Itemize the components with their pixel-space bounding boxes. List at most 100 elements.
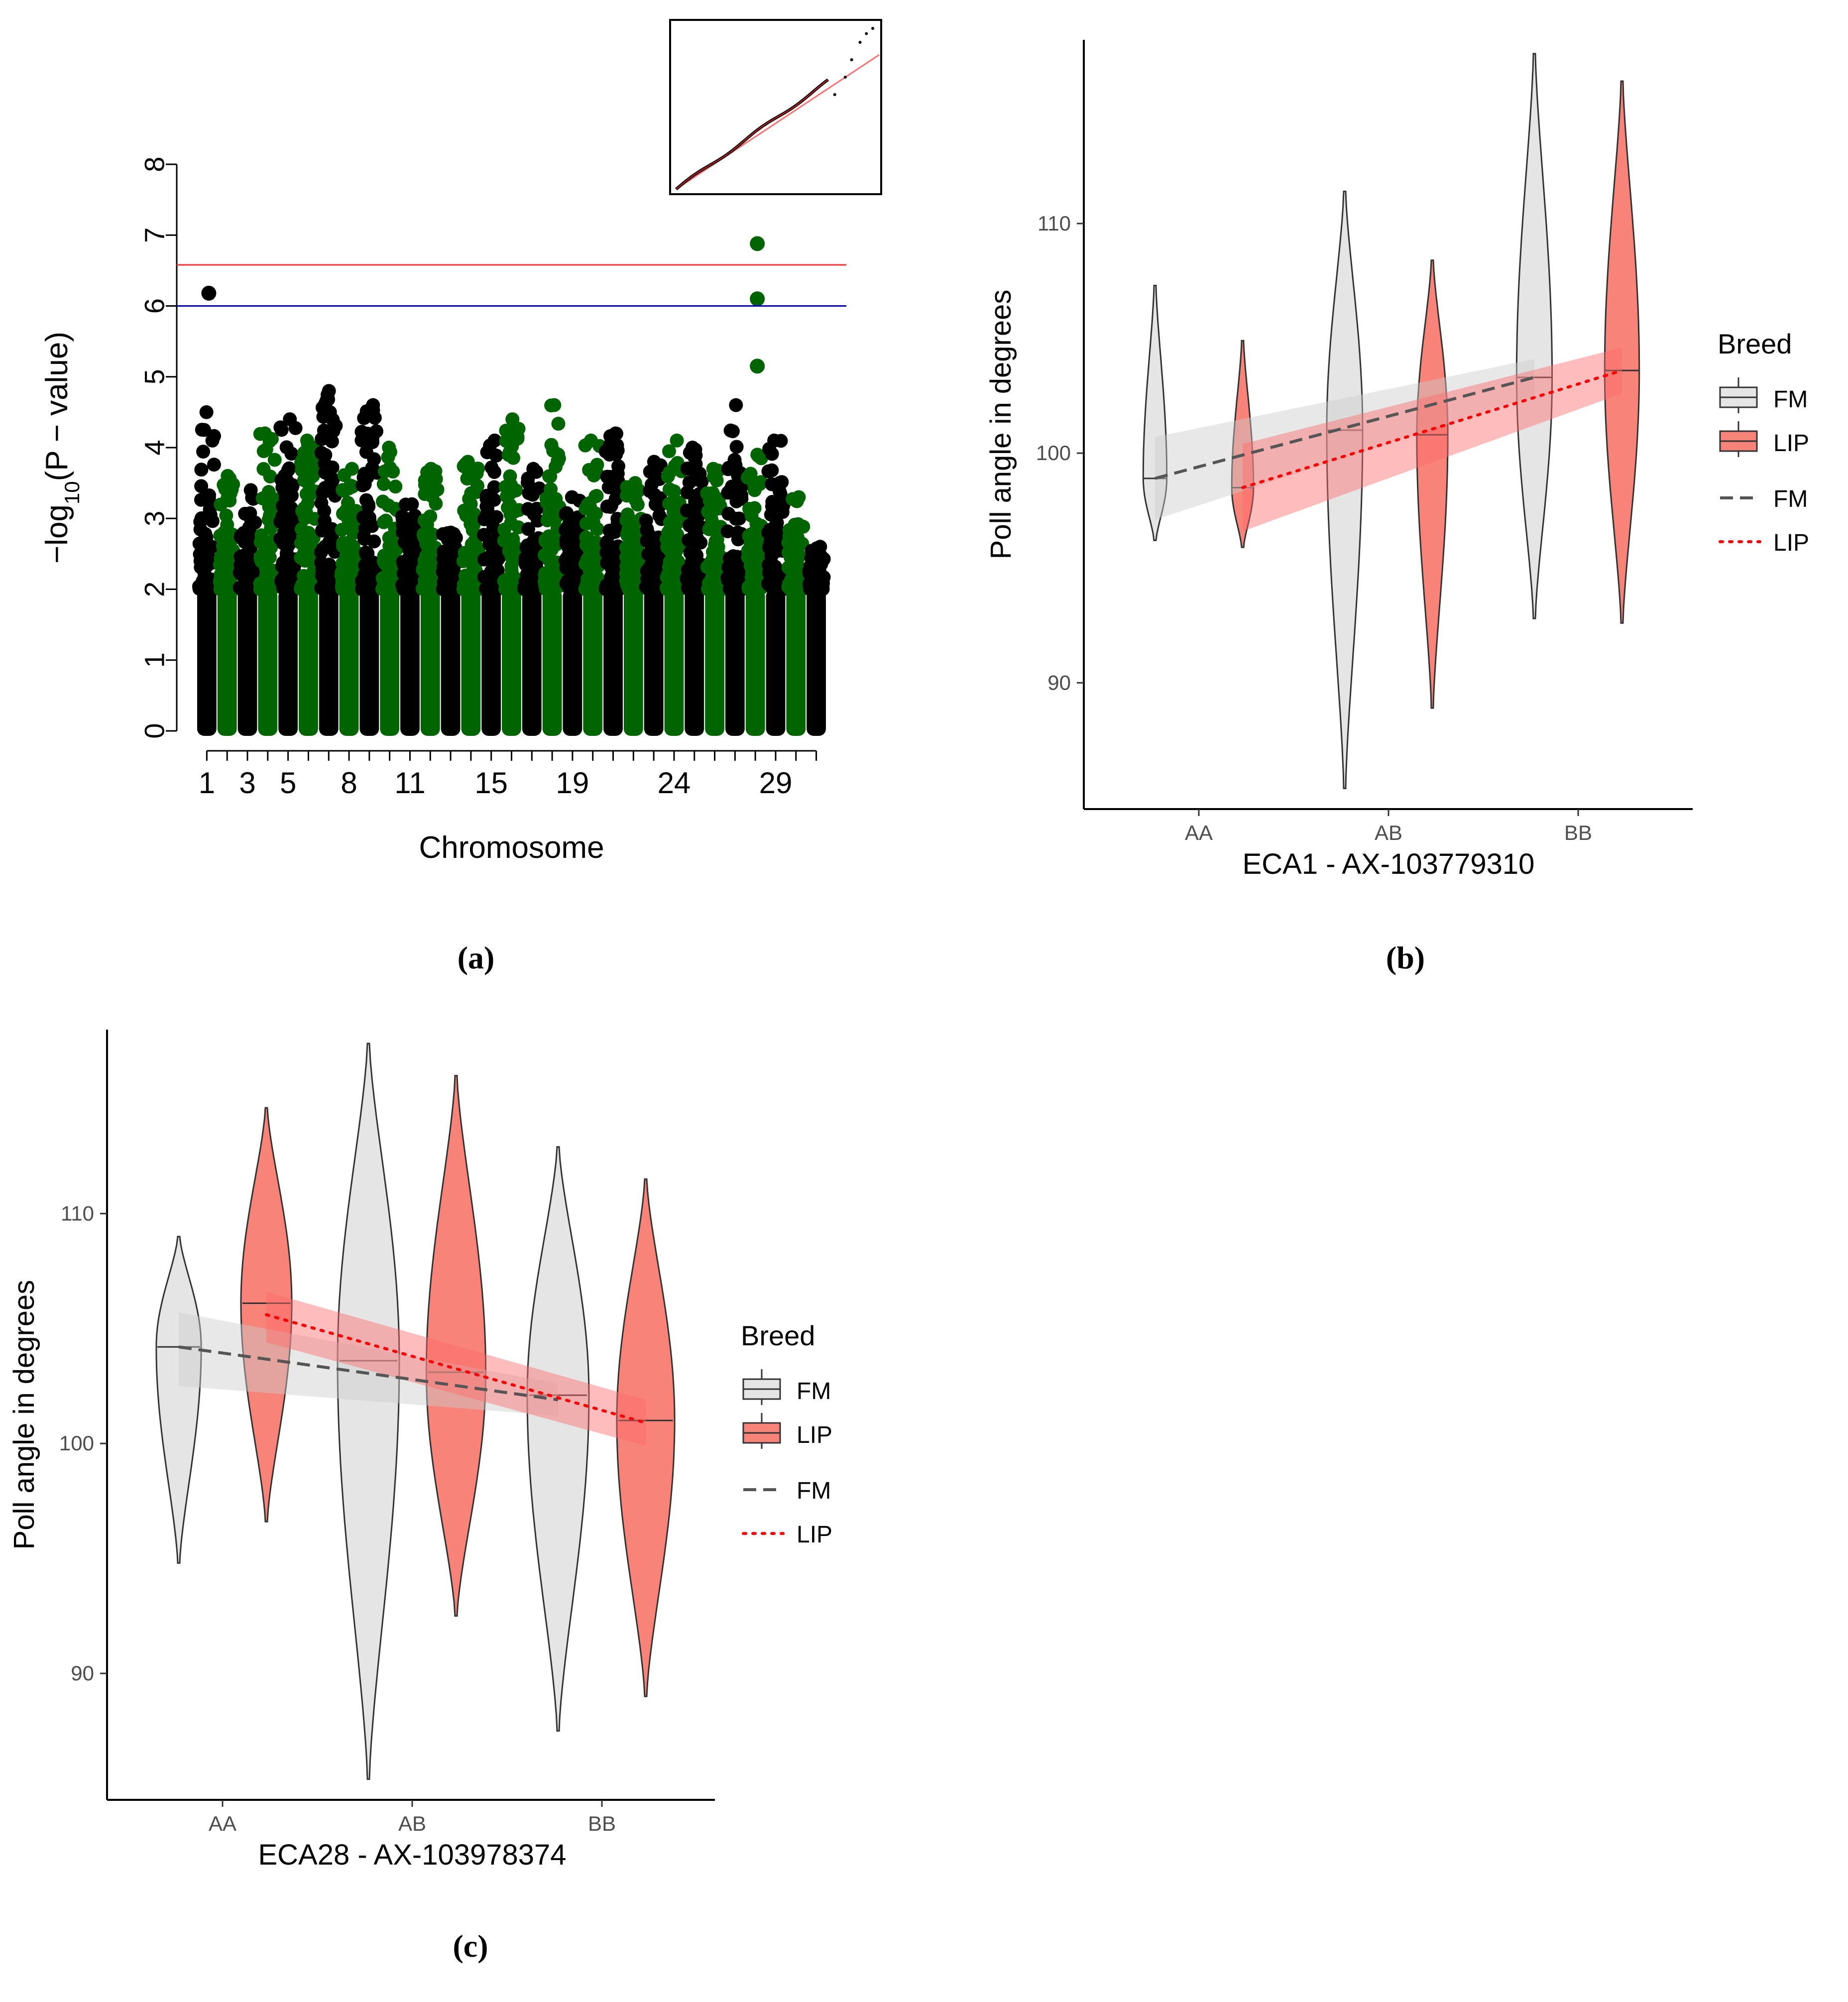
x-tick-label: 15 [474, 766, 508, 800]
snp-dense-cluster [542, 589, 562, 736]
snp-point [782, 529, 797, 543]
snp-point [276, 536, 290, 551]
y-tick-label: 8 [139, 156, 170, 172]
y-tick-label: 0 [139, 723, 170, 738]
snp-point [315, 523, 329, 538]
snp-point [622, 570, 637, 584]
y-tick-label: 100 [59, 1431, 94, 1455]
snp-point [318, 448, 333, 462]
snp-point [302, 488, 317, 502]
snp-point [499, 434, 513, 448]
y-axis-label: Poll angle in degrees [8, 1280, 40, 1550]
x-tick-label: 8 [341, 766, 357, 800]
snp-point [663, 515, 677, 530]
snp-point [667, 484, 682, 498]
snp-dense-cluster [623, 589, 643, 736]
snp-point-top-hit [750, 291, 765, 307]
snp-point [750, 448, 765, 462]
snp-point [205, 540, 219, 554]
snp-point [203, 502, 217, 517]
snp-point [671, 531, 685, 545]
snp-dense-cluster [725, 589, 745, 736]
snp-point [659, 532, 674, 546]
snp-point [296, 530, 311, 544]
snp-point [306, 469, 320, 483]
snp-point [279, 440, 294, 455]
snp-point [708, 534, 723, 549]
snp-point [254, 553, 268, 567]
snp-point [430, 482, 445, 497]
x-tick-label: 24 [658, 766, 691, 800]
snp-point [471, 541, 486, 556]
snp-point [362, 510, 376, 525]
snp-points [192, 236, 831, 736]
snp-point [418, 473, 432, 487]
snp-dense-cluster [644, 589, 664, 736]
snp-point [603, 500, 618, 514]
snp-point [685, 441, 699, 455]
snp-point [294, 551, 308, 565]
snp-point [217, 531, 231, 545]
legend-title: Breed [1718, 328, 1792, 359]
x-axis-label: Chromosome [419, 830, 604, 865]
snp-point-top-hit [750, 236, 765, 251]
snp-point [362, 565, 377, 580]
snp-point [207, 458, 221, 472]
trend-line-lip [1241, 369, 1623, 489]
snp-point [376, 477, 391, 491]
snp-point [608, 426, 623, 441]
snp-dense-cluster [502, 589, 521, 736]
y-tick-label: 110 [61, 1201, 94, 1225]
snp-point [199, 405, 214, 419]
snp-point [498, 479, 513, 494]
snp-point [335, 582, 349, 596]
snp-point [599, 545, 614, 560]
snp-point [259, 442, 273, 457]
snp-point [358, 521, 372, 536]
snp-point [360, 546, 375, 561]
y-tick-label: 110 [1038, 212, 1071, 235]
snp-point [640, 572, 655, 586]
qq-plot-inset [669, 19, 882, 195]
snp-point [808, 582, 822, 596]
x-axis-label: ECA28 - AX-103978374 [258, 1839, 566, 1871]
snp-point [688, 494, 702, 508]
snp-point [813, 540, 827, 554]
snp-point [322, 384, 336, 398]
snp-dense-cluster [786, 589, 806, 736]
snp-point [503, 507, 518, 522]
snp-point [682, 518, 696, 533]
snp-point [258, 426, 272, 441]
snp-dense-cluster [583, 589, 603, 736]
snp-point [459, 553, 473, 567]
snp-point [318, 466, 333, 480]
y-tick-label: 7 [139, 228, 170, 243]
snp-dense-cluster [359, 589, 379, 736]
snp-point [417, 554, 432, 568]
snp-point [721, 462, 735, 476]
snp-point [388, 479, 403, 494]
violin-lip-aa [1231, 340, 1255, 548]
legend-line-label-fm: FM [797, 1478, 831, 1504]
x-tick-label: AB [1375, 821, 1402, 844]
snp-point [403, 582, 418, 596]
snp-point [377, 464, 392, 478]
snp-point [765, 447, 779, 461]
snp-point [721, 560, 736, 575]
snp-point [336, 536, 350, 550]
snp-point [205, 433, 220, 448]
snp-point [551, 417, 566, 431]
snp-point [297, 501, 312, 515]
snp-point [399, 522, 414, 537]
x-tick-label: AA [209, 1812, 236, 1835]
snp-dense-cluster [278, 589, 298, 736]
legend-label-fm: FM [1773, 386, 1808, 413]
snp-point [382, 568, 397, 583]
qq-observed-points-overlay [676, 79, 828, 190]
snp-point [630, 497, 645, 512]
snp-point [765, 494, 780, 509]
snp-point [505, 412, 520, 427]
snp-point [548, 505, 563, 520]
